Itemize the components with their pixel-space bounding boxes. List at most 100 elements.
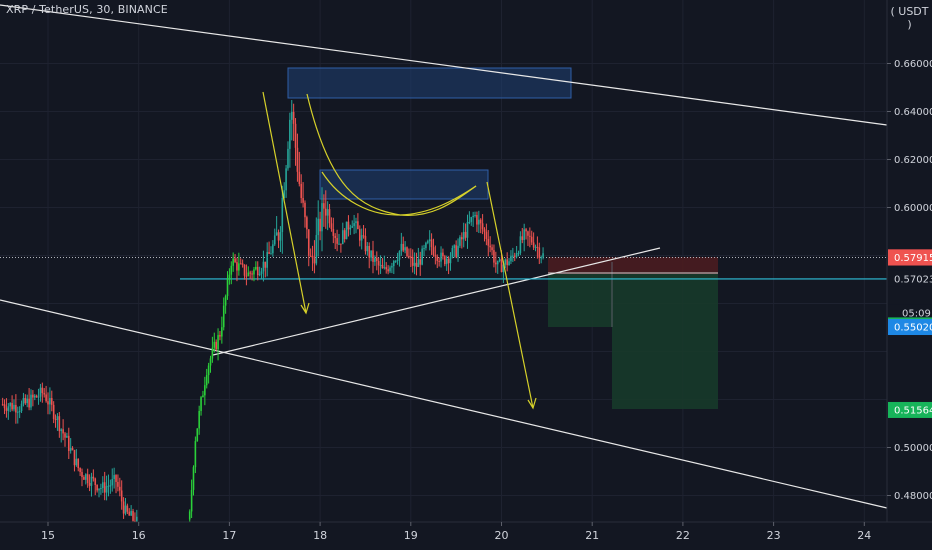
price-level-label: 0.57023: [894, 274, 932, 285]
currency-button[interactable]: ( USDT ): [890, 5, 929, 31]
candle-body: [270, 253, 272, 255]
candle-body: [360, 235, 363, 241]
candle-body: [317, 218, 320, 236]
candle-body: [462, 231, 465, 240]
candle-body: [498, 259, 501, 261]
candle-body: [47, 401, 49, 405]
candle-body: [262, 261, 265, 272]
candle-body: [26, 398, 29, 404]
candle-body: [534, 246, 537, 248]
candle-body: [192, 467, 195, 490]
candle-body: [253, 269, 255, 275]
candle-body: [200, 397, 202, 411]
candle-body: [130, 511, 132, 516]
candle-body: [394, 260, 397, 262]
candle-body: [508, 261, 510, 266]
candle-body: [353, 223, 355, 227]
candle-body: [15, 404, 17, 413]
candle-body: [538, 247, 541, 258]
candle-body: [402, 243, 405, 251]
candle-body: [466, 222, 469, 238]
candle-body: [506, 259, 508, 266]
candle-body: [37, 396, 40, 398]
annotation-arrow-1: [262, 91, 307, 314]
candle-body: [49, 398, 51, 405]
candle-body: [338, 243, 340, 245]
candle-body: [304, 202, 306, 218]
candle-body: [96, 485, 98, 491]
price-level-label: 0.55020: [894, 323, 932, 334]
candle-body: [266, 252, 268, 268]
candle-body: [279, 232, 282, 241]
candle-body: [389, 267, 391, 272]
candle-body: [392, 261, 395, 267]
candle-body: [513, 255, 516, 257]
candle-body: [75, 458, 78, 466]
candle-body: [432, 247, 435, 255]
candle-body: [202, 395, 204, 398]
candle-body: [542, 253, 544, 258]
candle-body: [408, 256, 410, 258]
time-tick-label: 24: [857, 529, 871, 542]
candle-body: [355, 221, 357, 224]
candle-body: [495, 262, 497, 265]
price-level-label: 0.51564: [894, 405, 932, 416]
candle-body: [523, 229, 525, 240]
candle-body: [440, 252, 442, 262]
candle-body: [298, 171, 301, 184]
candle-body: [530, 236, 533, 243]
candle-body: [341, 230, 344, 245]
candle-body: [442, 252, 444, 257]
candle-body: [311, 256, 314, 259]
candle-body: [90, 476, 93, 486]
candle-body: [228, 274, 231, 279]
candle-body: [281, 197, 284, 233]
candle-body: [9, 403, 12, 407]
candle-body: [71, 448, 74, 451]
candle-body: [111, 478, 114, 486]
candle-body: [464, 231, 467, 238]
candle-body: [268, 252, 270, 254]
candle-body: [241, 263, 244, 265]
candle-body: [517, 253, 520, 255]
candle-body: [302, 198, 304, 203]
candle-body: [324, 208, 327, 216]
candle-body: [343, 230, 346, 240]
price-level-badge: [888, 319, 932, 336]
candle-body: [515, 253, 518, 257]
candle-body: [396, 259, 399, 261]
candle-body: [444, 256, 446, 265]
candle-body: [457, 245, 459, 257]
candle-body: [251, 273, 253, 275]
candle-body: [204, 385, 206, 396]
annotation-arrow-2: [486, 181, 534, 409]
candle-body: [136, 516, 138, 525]
candle-body: [69, 448, 72, 451]
candle-body: [385, 267, 388, 270]
candle-body: [243, 264, 246, 276]
candle-body: [427, 241, 429, 243]
candle-body: [379, 264, 382, 266]
candle-body: [347, 221, 350, 230]
candle-body: [425, 242, 427, 249]
candle-body: [366, 245, 369, 252]
candle-body: [249, 272, 251, 274]
candle-body: [13, 404, 15, 410]
candle-body: [100, 488, 102, 490]
candle-body: [236, 262, 238, 271]
candle-body: [50, 398, 53, 405]
candle-body: [105, 486, 108, 493]
candle-body: [451, 247, 454, 257]
candle-body: [30, 394, 32, 408]
trend-line-lower: [0, 299, 888, 509]
candle-body: [207, 365, 210, 376]
candle-body: [239, 263, 242, 265]
candle-body: [383, 267, 386, 269]
candle-body: [52, 404, 55, 419]
candle-body: [328, 209, 331, 224]
candle-body: [211, 347, 214, 359]
candle-body: [41, 387, 44, 394]
candle-body: [368, 245, 371, 258]
candle-body: [120, 490, 123, 502]
